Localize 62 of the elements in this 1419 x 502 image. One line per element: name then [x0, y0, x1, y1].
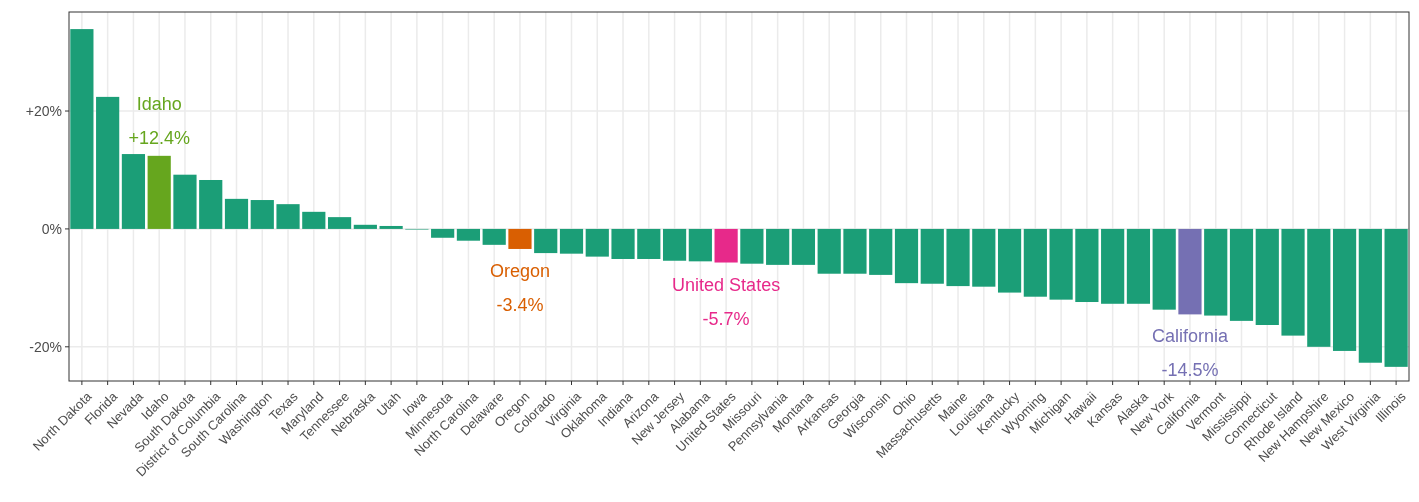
y-tick-label: -20%: [29, 338, 62, 355]
annotation: California: [1151, 326, 1229, 347]
bar: [250, 200, 274, 229]
bar: [766, 228, 790, 265]
bar: [1152, 228, 1176, 310]
annotation: -14.5%: [1161, 360, 1219, 381]
bar: [559, 228, 584, 254]
bar: [379, 225, 403, 229]
bar: [224, 198, 249, 229]
bar: [972, 228, 996, 287]
bar: [791, 228, 816, 265]
bar: [1332, 228, 1357, 351]
bar: [1281, 228, 1305, 336]
bar: [817, 228, 841, 274]
bar: [199, 180, 223, 229]
bar: [1101, 228, 1125, 304]
bar: [662, 228, 687, 261]
bar: [585, 228, 609, 257]
bar: [1178, 228, 1202, 315]
bar: [843, 228, 867, 274]
bar: [1075, 228, 1099, 303]
bar: [1255, 228, 1279, 325]
bar: [121, 154, 146, 229]
bar: [894, 228, 919, 284]
bar: [1023, 228, 1047, 297]
annotation: -3.4%: [496, 294, 544, 315]
bar: [920, 228, 944, 284]
annotation: +12.4%: [128, 127, 190, 148]
bar: [1204, 228, 1228, 316]
bar: [611, 228, 635, 259]
annotation: Idaho: [136, 93, 182, 114]
bar: [173, 174, 197, 229]
annotation: United States: [672, 274, 781, 295]
bar: [456, 228, 481, 241]
bar: [688, 228, 712, 262]
bar: [1384, 228, 1408, 367]
annotation: Oregon: [489, 260, 550, 281]
bar: [997, 228, 1022, 293]
bar: [637, 228, 661, 259]
annotation: -5.7%: [702, 308, 750, 329]
y-tick-label: +20%: [25, 102, 62, 119]
bar: [353, 224, 377, 229]
bar: [147, 155, 171, 229]
bar: [482, 228, 506, 245]
bar: [534, 228, 558, 254]
bar: [1229, 228, 1254, 321]
bar: [508, 228, 532, 249]
bar: [714, 228, 738, 263]
bar: [1049, 228, 1073, 300]
bar: [327, 217, 352, 229]
bar: [1126, 228, 1151, 304]
bar: [96, 96, 120, 229]
bar: [740, 228, 764, 264]
bar: [1307, 228, 1331, 347]
bar: [431, 228, 455, 238]
bar: [302, 211, 326, 229]
bar: [946, 228, 970, 287]
bar: [70, 29, 94, 229]
bar: [276, 204, 300, 229]
y-tick-label: 0%: [41, 220, 62, 237]
bar: [1358, 228, 1382, 363]
bar: [869, 228, 893, 275]
